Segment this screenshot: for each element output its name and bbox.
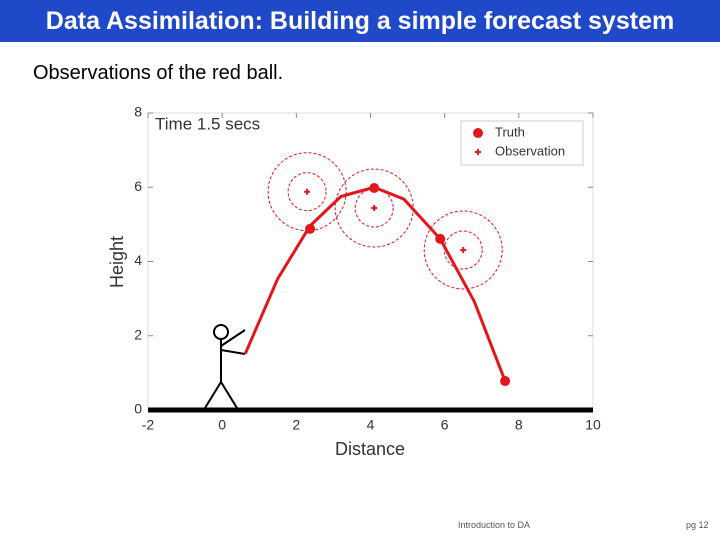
observation-point bbox=[371, 205, 378, 212]
footer-left: Introduction to DA bbox=[458, 520, 531, 530]
chart-title: Time 1.5 secs bbox=[155, 114, 260, 133]
legend-label: Truth bbox=[495, 124, 525, 139]
truth-point bbox=[369, 182, 380, 193]
x-tick-label: 10 bbox=[585, 417, 601, 433]
x-tick-label: -2 bbox=[142, 417, 155, 433]
uncertainty-ring bbox=[354, 188, 394, 228]
y-tick-label: 0 bbox=[134, 401, 142, 417]
y-axis-label: Height bbox=[107, 236, 127, 288]
observation-point bbox=[460, 246, 467, 253]
uncertainty-ring bbox=[423, 210, 503, 290]
page-number: pg 12 bbox=[686, 520, 709, 530]
x-tick-label: 4 bbox=[367, 417, 375, 433]
uncertainty-ring bbox=[267, 152, 347, 232]
y-tick-label: 4 bbox=[134, 252, 142, 268]
truth-point bbox=[435, 233, 446, 244]
legend-marker bbox=[475, 149, 481, 155]
stick-figure bbox=[204, 324, 246, 409]
slide-title: Data Assimilation: Building a simple for… bbox=[0, 0, 720, 42]
y-tick-label: 8 bbox=[134, 104, 142, 120]
legend-label: Observation bbox=[495, 143, 565, 158]
subtitle: Observations of the red ball. bbox=[33, 62, 284, 84]
truth-point bbox=[500, 376, 511, 387]
uncertainty-ring bbox=[334, 168, 414, 248]
uncertainty-ring bbox=[287, 172, 327, 212]
x-tick-label: 6 bbox=[441, 417, 449, 433]
y-tick-label: 2 bbox=[134, 326, 142, 342]
legend-box bbox=[460, 120, 584, 166]
legend-marker bbox=[473, 128, 483, 138]
x-tick-label: 8 bbox=[515, 417, 523, 433]
x-tick-label: 2 bbox=[292, 417, 300, 433]
x-axis-label: Distance bbox=[335, 439, 405, 459]
observation-point bbox=[304, 188, 311, 195]
truth-point bbox=[305, 223, 316, 234]
x-tick-label: 0 bbox=[218, 417, 226, 433]
y-tick-label: 6 bbox=[134, 178, 142, 194]
